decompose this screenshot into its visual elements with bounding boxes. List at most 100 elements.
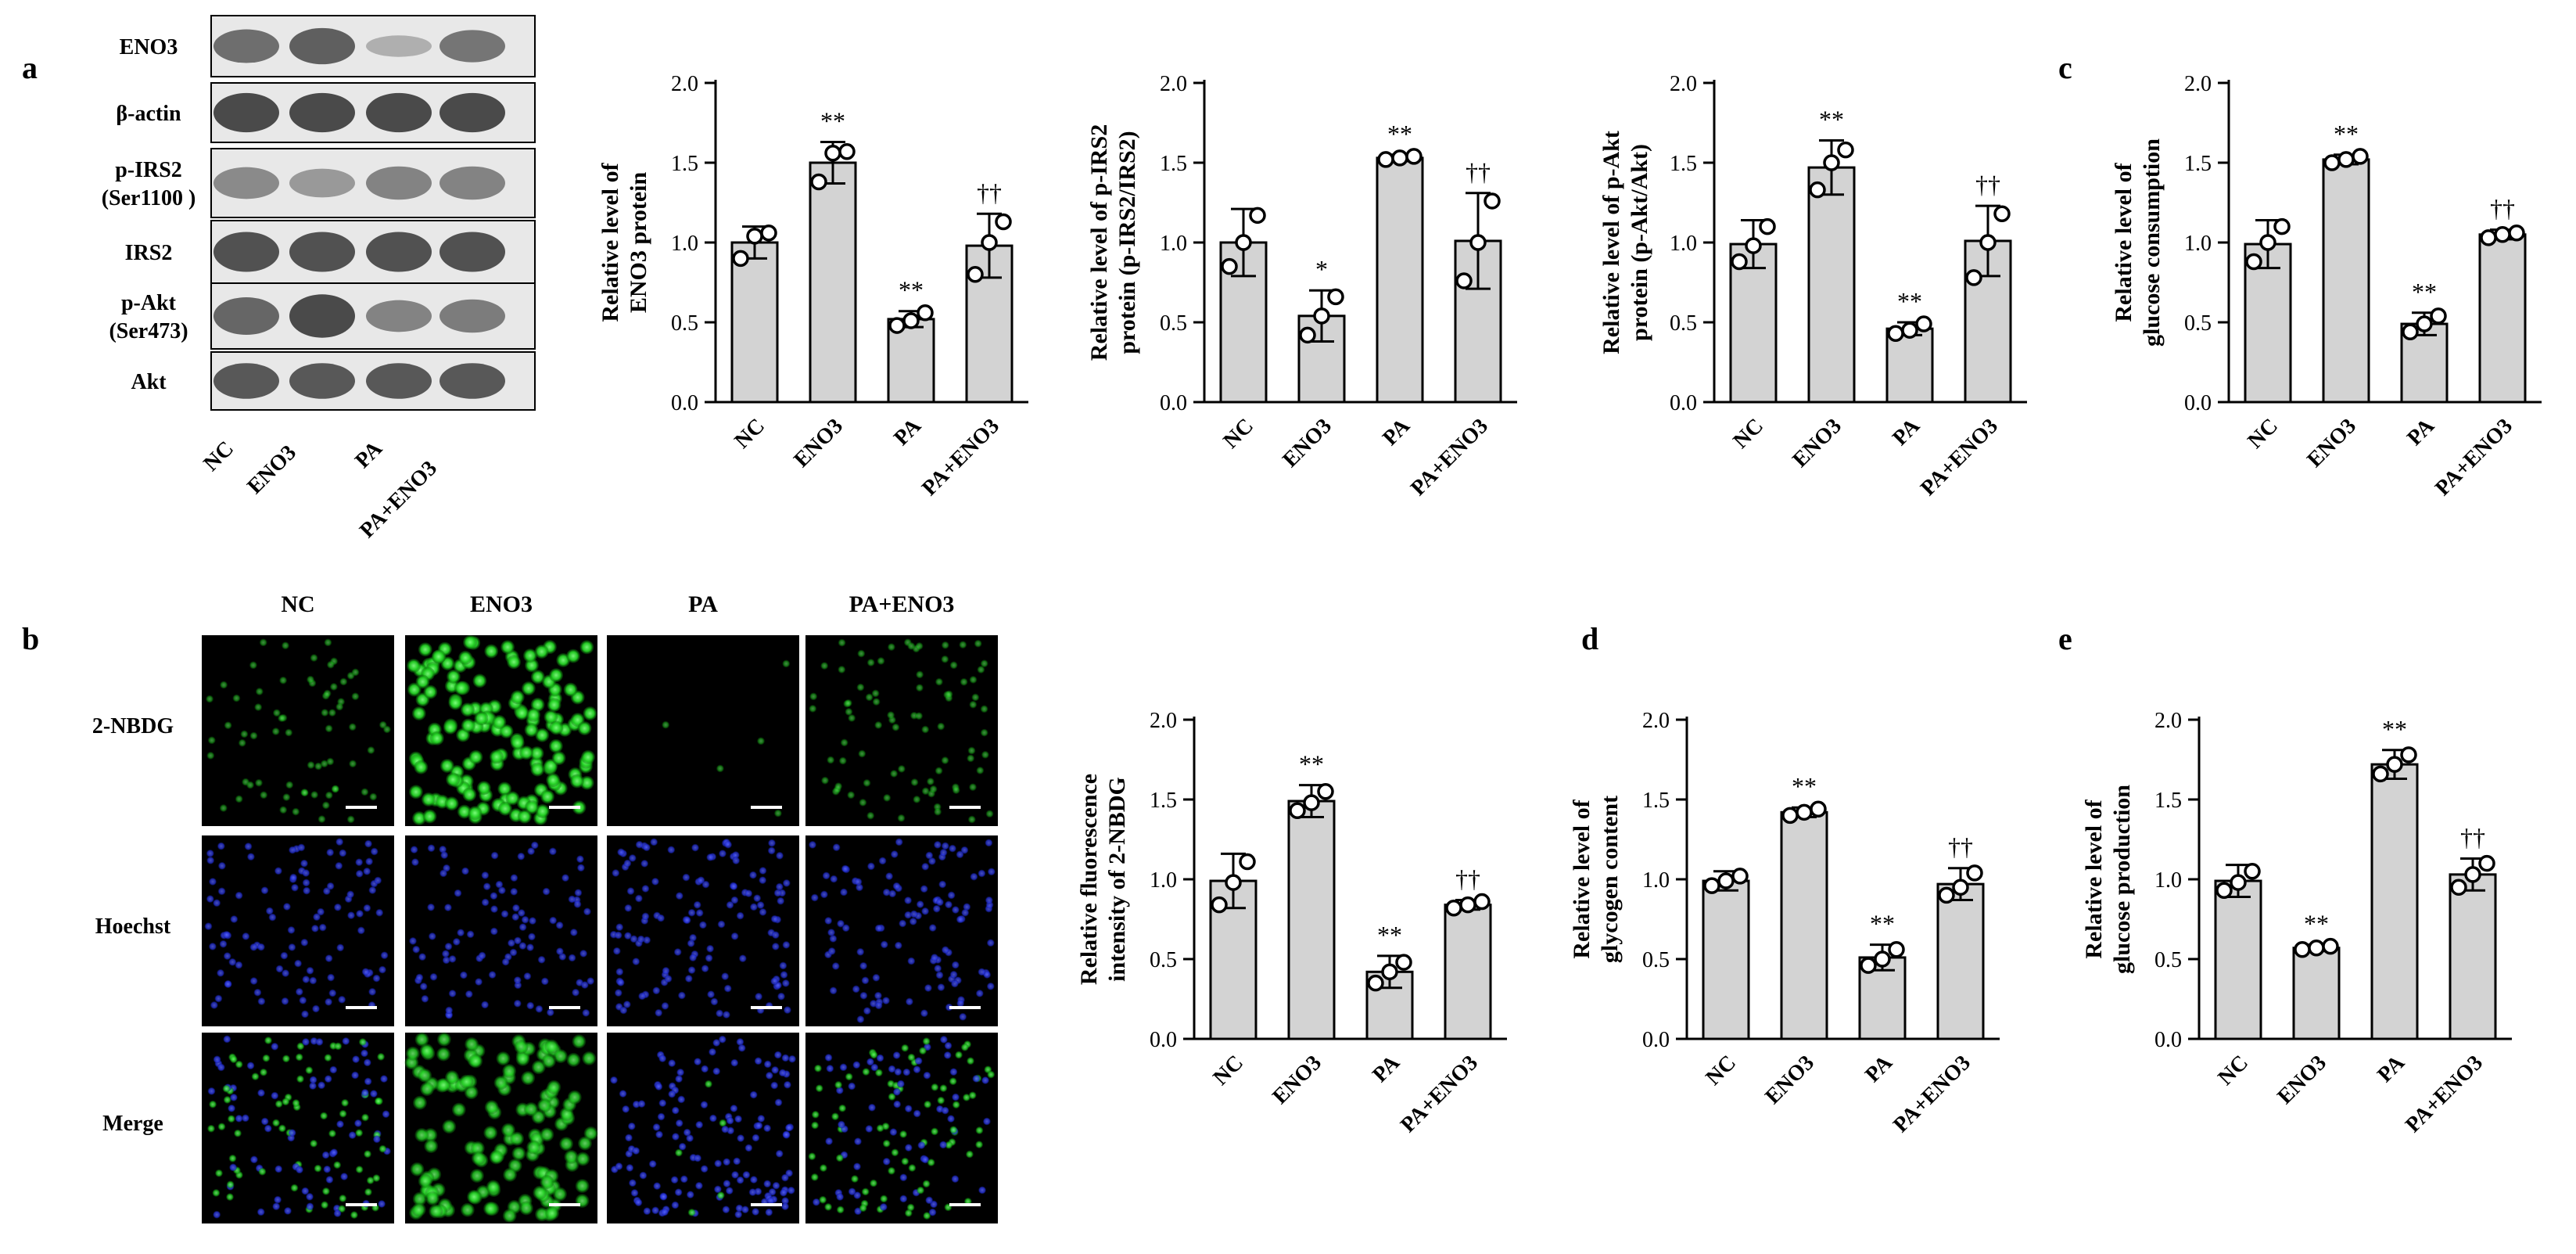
micro-cell [716,764,724,773]
y-tick-label: 0.5 [1642,948,1670,972]
micro-cell [935,971,944,979]
micro-cell [228,1154,237,1162]
micro-cell [540,1127,554,1142]
data-point [1952,879,1969,896]
micro-cell [282,969,290,978]
data-point [1299,326,1316,344]
blot-row-label: p-Akt (Ser473) [109,291,188,343]
x-tick-label: NC [2213,1051,2253,1091]
micro-cell [921,725,930,734]
data-point [1455,272,1473,289]
micro-cell [472,674,487,688]
micro-cell [925,851,934,860]
micro-cell [677,991,686,1000]
micro-cell [510,874,518,882]
blot-band [289,232,355,272]
micro-cell [329,682,338,691]
micro-cell [444,942,453,950]
micro-cell [356,910,364,918]
micro-cell [466,930,475,939]
micro-cell [721,1125,730,1134]
micro-cell [301,1187,310,1195]
y-tick-label: 1.5 [2184,152,2212,176]
micro-cell [274,1195,282,1204]
micro-cell [852,985,860,993]
micro-cell [981,1076,989,1084]
micro-cell [987,1070,996,1079]
micro-cell [705,954,713,962]
micro-cell [274,1165,283,1173]
data-point [2352,148,2369,165]
micro-cell [518,942,527,950]
micro-cell [336,943,345,952]
micro-cell [945,1003,953,1011]
micro-cell [471,1151,486,1166]
micro-cell [223,1095,231,1104]
micro-cell [412,811,426,825]
micro-cell [862,1068,870,1076]
micro-cell [260,791,268,799]
data-point [1313,307,1330,325]
micro-cell [510,887,518,896]
micro-cell [254,703,263,711]
micro-cell [347,911,355,920]
micro-cell [478,951,486,960]
micro-cell [980,728,988,737]
micro-cell [770,914,779,923]
micro-cell [300,938,309,947]
micro-cell [544,1039,559,1054]
micro-cell [914,1057,923,1065]
micro-cell [775,1149,784,1158]
y-axis-label: Relative level of glucose production [2081,785,2135,974]
micro-cell [489,749,504,764]
micro-column-label: ENO3 [470,591,533,617]
micro-cell [241,1114,249,1123]
micro-cell [282,1055,290,1063]
micro-cell [361,1113,369,1122]
micro-cell [726,1116,734,1125]
y-tick-label: 1.0 [1160,232,1187,256]
micro-cell [555,921,564,929]
micro-cell [670,1176,679,1184]
micro-cell [661,1208,669,1216]
micro-cell [949,661,958,670]
micro-cell [854,878,863,886]
micro-cell [462,787,477,802]
y-tick-label: 0.5 [1160,311,1187,336]
micro-cell [652,1123,661,1131]
micro-cell [326,848,335,857]
micro-cell [874,720,883,729]
micro-cell [897,764,906,773]
micro-cell [986,939,995,947]
micro-cell [235,1114,243,1123]
micro-cell [324,1054,332,1062]
micro-cell [668,1059,676,1068]
data-point [732,250,749,268]
micro-cell [206,849,214,857]
blot-row-label-line: p-Akt [121,291,177,315]
micro-tile [202,1033,394,1223]
micro-cell [294,959,303,968]
micro-cell [377,1052,386,1061]
bar [1287,799,1336,1040]
micro-cell [352,1055,361,1064]
micro-cell [949,1077,957,1086]
panel-letter-c: c [2058,50,2072,85]
data-point [2450,879,2467,896]
micro-cell [249,661,257,670]
micro-cell [937,1096,945,1105]
micro-cell [825,1137,834,1145]
micro-cell [830,875,838,883]
micro-cell [694,1181,703,1190]
micro-cell [530,670,545,684]
micro-cell [698,921,707,929]
micro-cell [326,757,335,766]
blot-lane-label: NC [199,437,239,476]
micro-cell [259,638,267,647]
micro-cell [320,760,328,768]
blot-band [289,363,355,399]
x-tick-label: PA [2402,413,2439,450]
micro-cell [872,698,881,706]
data-point [1484,192,1501,210]
micro-cell [759,867,767,875]
